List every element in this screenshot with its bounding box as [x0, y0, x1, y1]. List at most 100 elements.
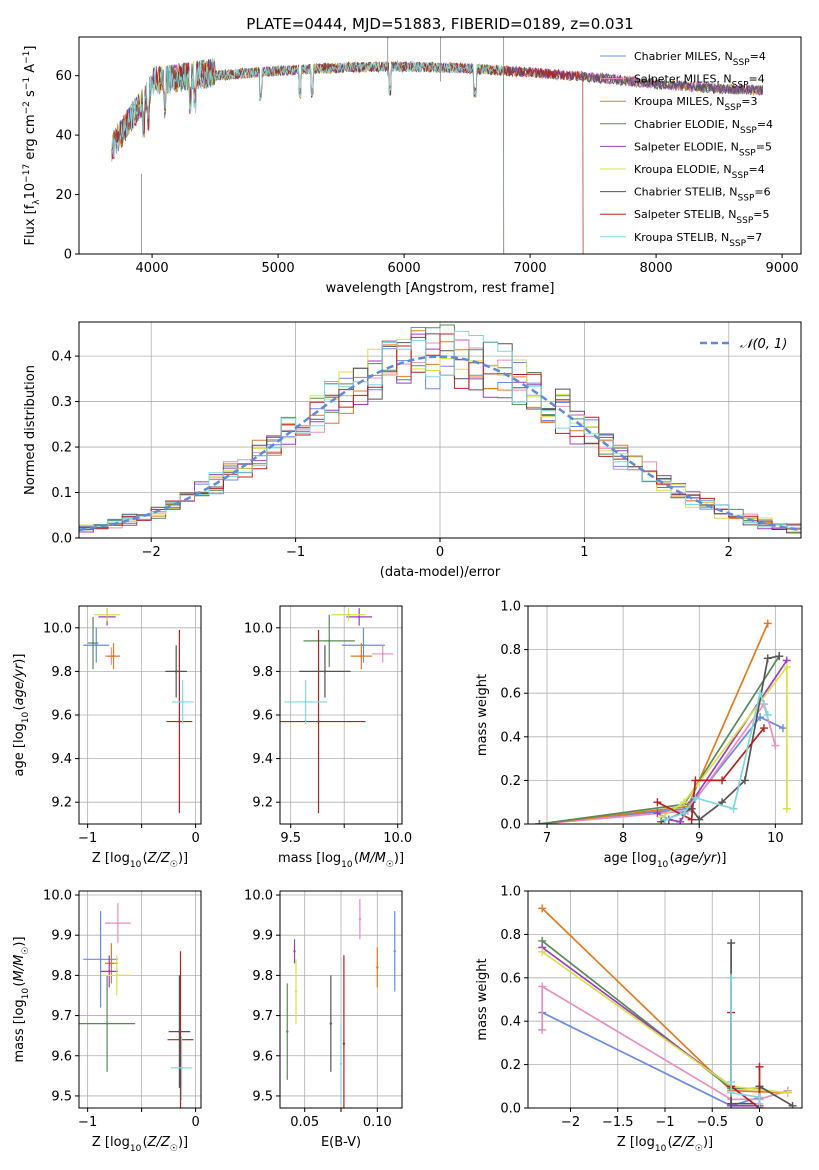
massweight-vs-Z-ytick-label: 1.0: [500, 885, 521, 900]
plus-marker: [783, 1088, 792, 1097]
residual-hist-ytick-label: 0.2: [51, 441, 72, 456]
label-part: 10: [657, 860, 669, 870]
label-part: Z [: [92, 851, 110, 866]
plus-marker: [740, 776, 749, 785]
label-part: 10: [655, 1144, 667, 1154]
legend-label: Salpeter ELODIE, NSSP=5: [634, 140, 772, 158]
massweight-vs-Z-ytick-label: 0.0: [500, 1102, 521, 1117]
label-part: −1: [22, 51, 32, 64]
massweight-vs-age-plot: [535, 619, 791, 824]
label-part: (: [354, 851, 359, 866]
mass-vs-Z-ytick-label: 9.5: [51, 1089, 72, 1104]
label-part: age [: [12, 743, 27, 776]
label-part: Salpeter STELIB, N: [634, 208, 736, 221]
residual-hist-ytick-label: 0.1: [51, 486, 72, 501]
label-part: Chabrier STELIB, N: [634, 186, 738, 199]
massweight-vs-age-ytick-label: 0.6: [500, 687, 521, 702]
massweight-vs-age-xlabel: age [log10 (age/yr)]: [604, 851, 727, 870]
label-part: =5: [756, 140, 772, 153]
spectrum-plot: [111, 37, 764, 254]
mass-vs-Z-xtick-label: −1: [78, 1115, 97, 1130]
mass-vs-ebv-ytick-label: 10.0: [244, 889, 273, 904]
residual-hist-xtick-label: −1: [286, 545, 305, 560]
label-part: −1: [22, 77, 32, 90]
weight-series-chabrier-miles: [539, 716, 784, 824]
data-point: [105, 1022, 109, 1025]
plus-marker: [691, 793, 700, 802]
plus-marker: [782, 804, 791, 813]
label-part: 10: [130, 1144, 142, 1154]
plus-marker: [538, 947, 547, 956]
massweight-vs-Z-frame: [527, 890, 803, 1109]
data-point: [181, 700, 184, 704]
massweight-vs-Z-ylabel: mass weight: [475, 958, 490, 1040]
age-vs-Z-axes: −1 09.29.49.69.810.0Z [log10 (Z/Z☉)]age […: [12, 605, 202, 870]
data-point: [328, 639, 331, 643]
data-point: [347, 613, 350, 616]
weight-series-salpeter-elodie: [656, 660, 788, 823]
mass-vs-ebv-plot: [286, 899, 396, 1108]
spectrum-ytick-label: 0: [64, 248, 72, 263]
legend-label: 𝒩(0, 1): [740, 337, 787, 352]
massweight-vs-age-ytick-label: 1.0: [500, 600, 521, 615]
plus-marker: [538, 982, 547, 991]
label-part: log: [635, 1135, 655, 1150]
label-part: SSP: [733, 58, 750, 68]
data-point: [286, 1030, 289, 1033]
spectrum-xtick-label: 6000: [388, 261, 421, 276]
plus-marker: [535, 820, 544, 824]
mass-vs-Z-ytick-label: 9.6: [51, 1049, 72, 1064]
data-point: [342, 1042, 346, 1045]
label-part: (data-model)/error: [380, 565, 501, 580]
label-part: Salpeter ELODIE, N: [634, 140, 739, 153]
massweight-vs-Z-ytick-label: 0.4: [500, 1015, 521, 1030]
label-part: log: [110, 1135, 130, 1150]
label-part: log: [637, 851, 657, 866]
spectrum-series-chabrier-stelib: [111, 59, 764, 151]
mass-vs-ebv-frame: [279, 890, 403, 1109]
age-vs-Z-frame: [78, 605, 202, 825]
age-vs-mass-ytick-label: 9.2: [252, 796, 273, 811]
mass-vs-ebv-ytick-label: 9.6: [252, 1049, 273, 1064]
label-part: (: [143, 1135, 148, 1150]
massweight-vs-Z-axes: −2 −1.5 −1 −0.5 0 0.0 0.2 0.4 0.6 0.8 1.0 Z [log10 …: [475, 885, 803, 1154]
age-vs-Z-ytick-label: 10.0: [43, 621, 72, 636]
spectrum-series-kroupa-stelib: [111, 57, 505, 254]
label-part: 10: [23, 183, 38, 200]
label-part: Kroupa ELODIE, N: [634, 163, 732, 176]
label-part: mass weight: [475, 674, 490, 756]
label-part: )]: [12, 654, 27, 664]
label-part: SSP: [736, 216, 753, 226]
weight-series-salpeter-miles: [539, 702, 777, 824]
plus-marker: [778, 724, 787, 733]
mass-vs-Z-ylabel: mass [log10 (M/M☉)]: [12, 936, 31, 1062]
plus-marker: [691, 776, 700, 785]
age-vs-mass-ytick-label: 10.0: [244, 621, 273, 636]
label-part: SSP: [732, 81, 749, 91]
age-vs-Z-xlabel: Z [log10 (Z/Z☉)]: [92, 851, 188, 870]
plus-marker: [771, 741, 780, 750]
data-point: [178, 720, 181, 723]
label-part: Z/Z: [147, 1135, 171, 1150]
label-part: wavelength [Angstrom, rest frame]: [326, 281, 555, 296]
mass-vs-Z-ytick-label: 9.8: [51, 969, 72, 984]
age-vs-mass-ytick-label: 9.6: [252, 709, 273, 724]
label-part: =3: [741, 95, 757, 108]
label-part: Flux [f: [23, 204, 38, 245]
massweight-vs-Z-ytick-label: 0.8: [500, 928, 521, 943]
hist-series-salpeter-stelib: [79, 333, 801, 530]
label-part: =4: [757, 118, 773, 131]
massweight-vs-age-frame: [527, 605, 803, 825]
label-part: 10: [130, 860, 142, 870]
legend-label: Chabrier ELODIE, NSSP=4: [634, 118, 773, 136]
mass-vs-ebv-axes: 0.05 0.10 9.5 9.6 9.7 9.8 9.9 10.0 E(B-V): [244, 889, 403, 1150]
label-part: ☉: [170, 1144, 178, 1154]
massweight-vs-Z-xlabel: Z [log10 (Z/Z☉)]: [617, 1135, 713, 1154]
label-part: M/M: [12, 955, 27, 982]
label-part: A: [23, 64, 38, 77]
label-part: age/yr: [675, 851, 718, 866]
label-part: s: [23, 90, 38, 101]
label-part: (: [12, 705, 27, 710]
